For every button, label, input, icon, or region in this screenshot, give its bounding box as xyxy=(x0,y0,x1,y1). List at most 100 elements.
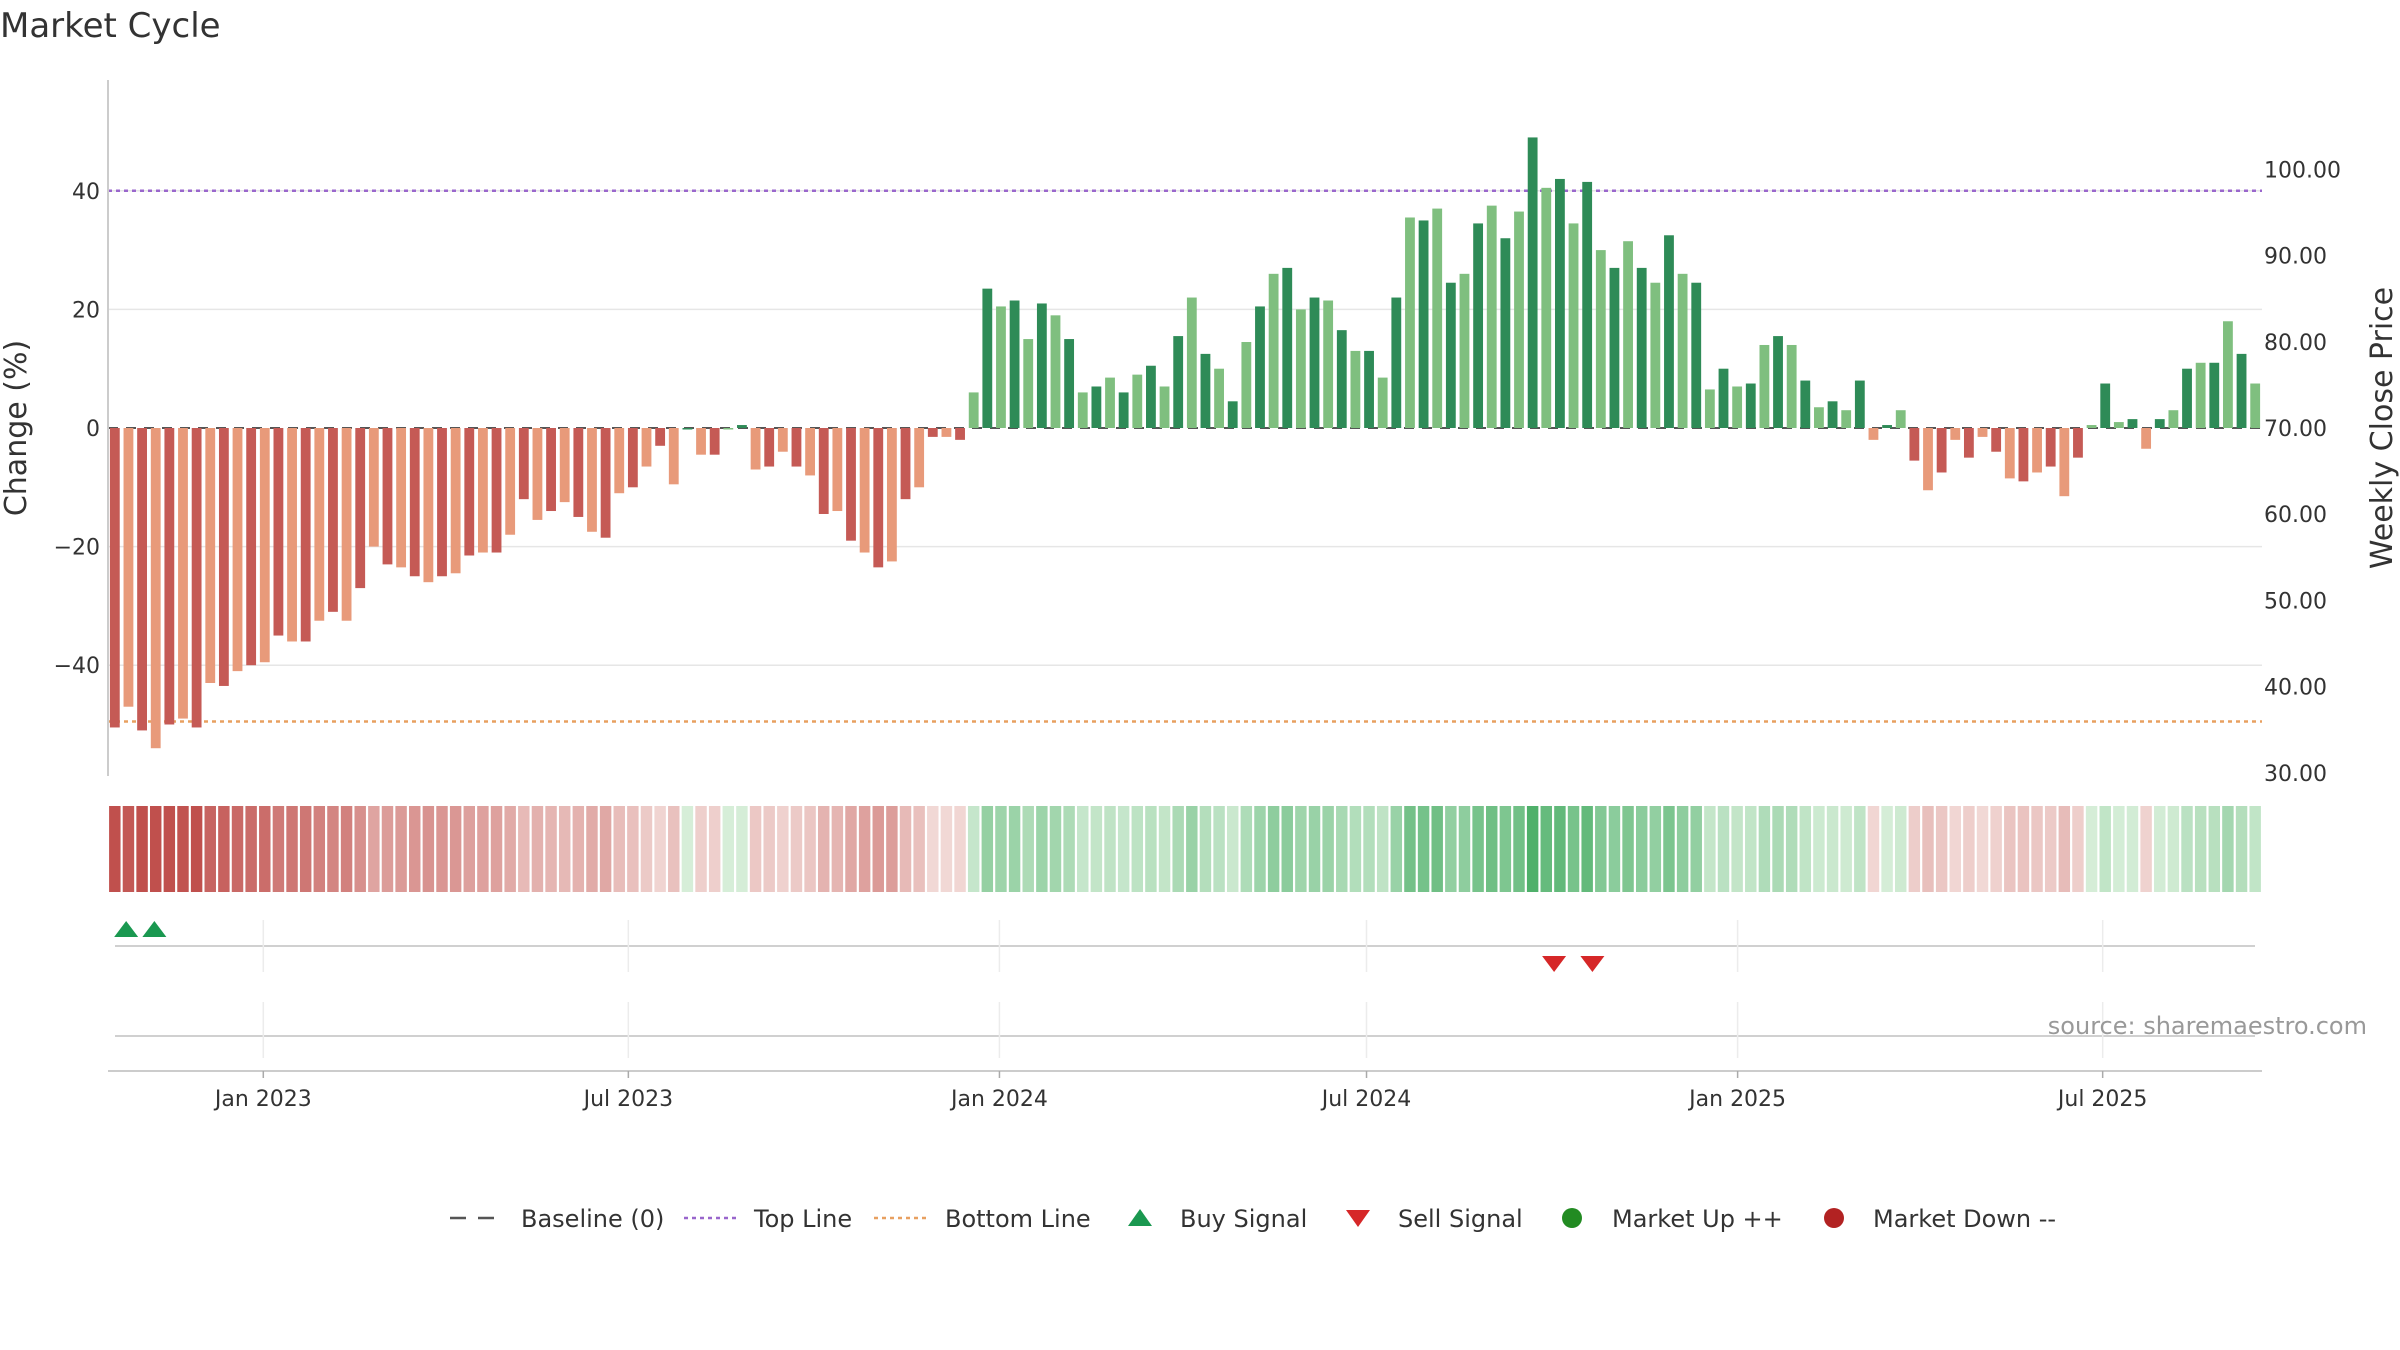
heat-cell xyxy=(1199,806,1212,892)
heat-cell xyxy=(1935,806,1948,892)
bar xyxy=(1773,336,1783,428)
heat-cell xyxy=(613,806,625,892)
heat-cell xyxy=(409,806,421,892)
bar xyxy=(423,428,434,583)
heat-cell xyxy=(1799,806,1812,892)
bar xyxy=(1555,178,1565,428)
heat-cell xyxy=(1472,806,1484,892)
heat-cell xyxy=(340,806,353,892)
bar xyxy=(559,428,570,503)
bar xyxy=(1268,273,1279,428)
bar xyxy=(696,428,706,455)
heat-cell xyxy=(831,806,844,892)
heat-cell xyxy=(558,806,571,892)
heat-cell xyxy=(2154,806,2166,892)
heat-cell xyxy=(640,806,653,892)
y-tick-label-right: 40.00 xyxy=(2264,676,2327,701)
bar xyxy=(2154,419,2165,428)
legend-label: Sell Signal xyxy=(1398,1205,1523,1233)
bar xyxy=(1568,223,1579,428)
heat-cell xyxy=(1458,806,1471,892)
bar xyxy=(437,428,447,577)
bar xyxy=(682,428,693,430)
bar xyxy=(1445,282,1456,428)
bar xyxy=(1023,339,1034,428)
heat-cell xyxy=(627,806,639,892)
heat-cell xyxy=(2208,806,2221,892)
bar xyxy=(341,428,352,621)
bar xyxy=(1923,428,1933,491)
bar xyxy=(355,428,366,589)
bar xyxy=(1895,410,1906,428)
heat-cell xyxy=(2140,806,2152,892)
heat-cell xyxy=(190,806,203,892)
bar xyxy=(1827,401,1838,428)
bar xyxy=(191,428,202,728)
heat-cell xyxy=(1717,806,1730,892)
heat-cell xyxy=(518,806,530,892)
heat-cell xyxy=(1404,806,1416,892)
bar xyxy=(1500,238,1511,428)
bar xyxy=(900,428,911,500)
bar xyxy=(1991,428,2002,452)
bar xyxy=(396,428,407,568)
y-tick-label-right: 30.00 xyxy=(2264,762,2327,787)
heat-cell xyxy=(886,806,898,892)
bar xyxy=(777,428,788,452)
y-axis-title-right: Weekly Close Price xyxy=(2365,287,2400,569)
bar xyxy=(723,428,734,430)
heat-cell xyxy=(1745,806,1757,892)
bar xyxy=(2045,428,2056,467)
bar xyxy=(123,428,134,707)
bar xyxy=(1868,428,1879,440)
heat-cell xyxy=(1649,806,1662,892)
bar xyxy=(464,428,475,556)
bar xyxy=(1841,410,1852,428)
bar xyxy=(1432,208,1443,428)
legend-market-up-icon xyxy=(1562,1208,1582,1228)
y-tick-label-left: 40 xyxy=(72,180,100,205)
heat-cell xyxy=(1131,806,1144,892)
y-tick-label-left: −20 xyxy=(54,536,100,561)
heat-cell xyxy=(954,806,966,892)
legend-item: Buy Signal xyxy=(1128,1205,1307,1233)
heat-cell xyxy=(531,806,544,892)
heat-cell xyxy=(1158,806,1171,892)
heat-cell xyxy=(1117,806,1130,892)
heat-cell xyxy=(1349,806,1362,892)
bar xyxy=(886,428,897,562)
heat-cell xyxy=(1676,806,1689,892)
y-tick-label-right: 80.00 xyxy=(2264,331,2327,356)
bar xyxy=(287,428,297,642)
bar xyxy=(1786,344,1797,428)
heat-cell xyxy=(422,806,435,892)
heat-cell xyxy=(136,806,148,892)
heat-cell xyxy=(1363,806,1375,892)
bar xyxy=(1064,339,1075,428)
legend-item: Top Line xyxy=(684,1205,852,1233)
bar xyxy=(805,428,816,476)
heat-cell xyxy=(1567,806,1580,892)
heat-cell xyxy=(449,806,462,892)
bar xyxy=(996,306,1006,428)
bar xyxy=(1159,386,1170,428)
x-tick-label: Jul 2025 xyxy=(2056,1087,2148,1112)
heat-cell xyxy=(463,806,475,892)
legend-item: Market Up ++ xyxy=(1562,1205,1783,1233)
legend-item: Sell Signal xyxy=(1346,1205,1523,1233)
heat-cell xyxy=(681,806,694,892)
heat-cell xyxy=(504,806,516,892)
heat-strip xyxy=(109,806,2261,892)
legend-sell-icon xyxy=(1346,1210,1370,1227)
bar xyxy=(1623,241,1633,428)
heat-cell xyxy=(1922,806,1934,892)
x-tick-label: Jul 2023 xyxy=(582,1087,674,1112)
bar xyxy=(478,428,488,553)
bar xyxy=(2209,362,2220,428)
heat-cell xyxy=(1063,806,1075,892)
heat-cell xyxy=(1608,806,1621,892)
bar xyxy=(1323,300,1334,428)
bar xyxy=(518,428,529,500)
heat-cell xyxy=(1963,806,1975,892)
bar xyxy=(1336,330,1347,428)
